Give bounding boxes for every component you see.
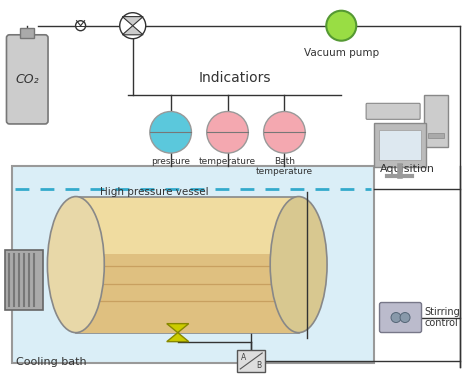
Bar [20,28,34,38]
Ellipse shape [47,197,104,333]
Circle shape [400,313,410,322]
Bar [5,250,43,310]
Text: pressure: pressure [151,157,190,166]
Polygon shape [167,333,189,342]
Circle shape [207,112,248,153]
Text: Indicatiors: Indicatiors [199,71,271,85]
Circle shape [391,313,401,322]
Text: Vacuum pump: Vacuum pump [304,48,379,58]
Bar [12,166,374,363]
Circle shape [150,112,191,153]
Polygon shape [122,17,143,26]
Circle shape [75,21,86,31]
FancyBboxPatch shape [374,123,426,167]
Bar [76,254,299,333]
Circle shape [326,11,356,41]
FancyBboxPatch shape [424,95,448,147]
Text: Data
Aquisition: Data Aquisition [380,153,435,174]
Circle shape [264,112,305,153]
Bar [428,133,444,138]
FancyBboxPatch shape [7,35,48,124]
Polygon shape [167,324,189,333]
Text: Bath
temperature: Bath temperature [256,157,313,177]
FancyBboxPatch shape [366,103,420,119]
Text: Stirring
control: Stirring control [425,307,460,328]
Text: B: B [256,361,261,370]
FancyBboxPatch shape [380,302,421,333]
Text: temperature: temperature [199,157,256,166]
Text: CO₂: CO₂ [16,73,39,86]
Bar [379,130,421,160]
Text: Cooling bath: Cooling bath [16,357,86,367]
Ellipse shape [270,197,327,333]
Text: A: A [241,353,246,362]
Circle shape [120,13,146,39]
Bar [237,350,265,372]
Bar [76,197,299,333]
Polygon shape [122,26,143,35]
Text: High pressure vessel: High pressure vessel [100,187,208,197]
